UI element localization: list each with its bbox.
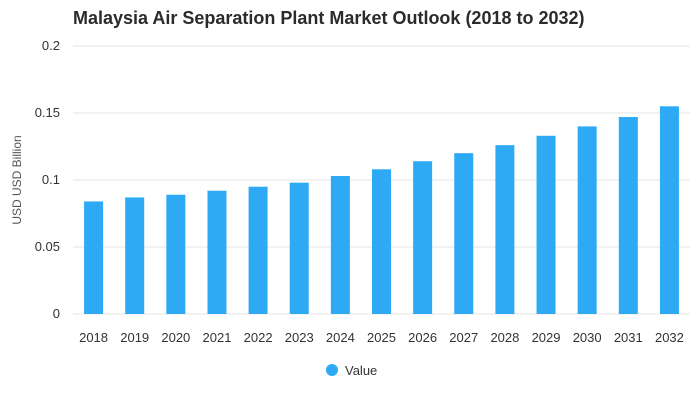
bar-2030[interactable] [577,126,597,315]
legend[interactable]: Value [326,363,377,378]
x-tick-label: 2032 [655,330,684,345]
y-axis-ticks: 0 0.05 0.1 0.15 0.2 [35,38,60,321]
x-tick-label: 2025 [367,330,396,345]
x-tick-label: 2019 [120,330,149,345]
x-tick-label: 2029 [532,330,561,345]
bar-2031[interactable] [618,117,638,315]
bar-2025[interactable] [372,169,391,314]
bar-2027[interactable] [454,153,474,314]
x-tick-label: 2030 [573,330,602,345]
bar-2018[interactable] [84,201,104,314]
bar-2023[interactable] [289,182,309,314]
y-tick-label: 0.2 [42,38,60,53]
x-tick-label: 2020 [161,330,190,345]
bar-2019[interactable] [125,197,145,314]
x-axis-ticks: 2018 2019 2020 2021 2022 2023 2024 2025 2026 2027… [79,330,684,345]
y-tick-label: 0.1 [42,172,60,187]
bar-2024[interactable] [330,175,350,314]
x-tick-label: 2026 [408,330,437,345]
bar-2029[interactable] [536,135,556,314]
y-tick-label: 0 [53,306,60,321]
bar-2020[interactable] [166,194,186,314]
x-tick-label: 2023 [285,330,314,345]
chart-title: Malaysia Air Separation Plant Market Out… [73,8,585,28]
legend-swatch [326,364,338,376]
bar-2022[interactable] [248,186,268,314]
y-axis-label: USD USD Billion [10,135,24,224]
x-tick-label: 2021 [203,330,232,345]
bar-2021[interactable] [207,190,227,314]
x-tick-label: 2031 [614,330,643,345]
x-tick-label: 2027 [449,330,478,345]
x-tick-label: 2018 [79,330,108,345]
x-tick-label: 2022 [244,330,273,345]
x-tick-label: 2028 [490,330,519,345]
x-tick-label: 2024 [326,330,355,345]
y-tick-label: 0.05 [35,239,60,254]
bar-series [84,106,679,315]
bar-2026[interactable] [413,161,433,314]
y-tick-label: 0.15 [35,105,60,120]
bar-2028[interactable] [495,145,515,314]
legend-label-value: Value [345,363,377,378]
bar-2032[interactable] [659,106,679,314]
